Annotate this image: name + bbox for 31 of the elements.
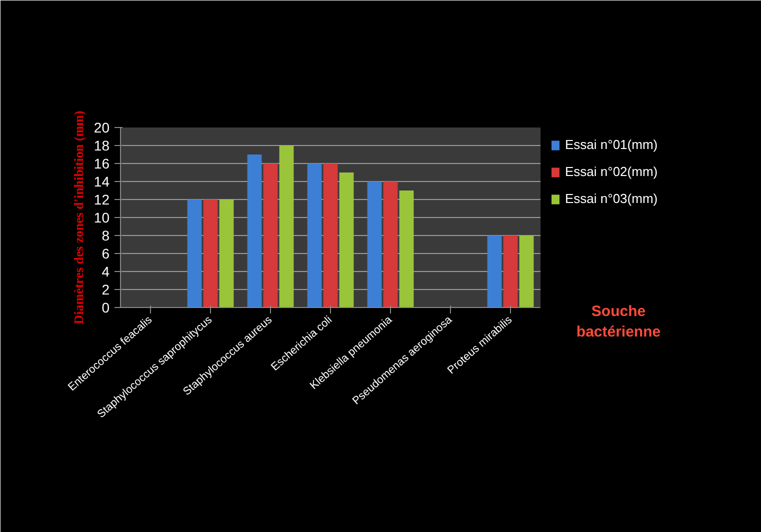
legend-label: Essai n°03(mm) (565, 191, 658, 206)
bar (323, 164, 338, 308)
y-axis-title: Diamètres des zones d'inhibition (mm) (70, 110, 86, 324)
bar (383, 182, 398, 308)
bar (219, 200, 234, 308)
y-tick-label: 20 (94, 120, 110, 136)
y-tick-label: 4 (102, 264, 110, 280)
bar (399, 190, 414, 308)
bar (503, 236, 518, 308)
bar (487, 236, 502, 308)
bar (339, 172, 354, 308)
y-tick-label: 10 (94, 210, 110, 226)
y-tick-label: 14 (94, 174, 110, 190)
legend-label: Essai n°01(mm) (565, 137, 658, 152)
bar (519, 236, 534, 308)
y-tick-label: 2 (102, 282, 110, 298)
bar (279, 146, 294, 308)
y-tick-label: 18 (94, 138, 110, 154)
y-tick-label: 12 (94, 192, 110, 208)
legend-label: Essai n°02(mm) (565, 164, 658, 179)
bar (187, 200, 202, 308)
bar (367, 182, 382, 308)
bar (203, 200, 218, 308)
y-tick-label: 0 (102, 300, 110, 316)
bar (263, 164, 278, 308)
y-tick-label: 6 (102, 246, 110, 262)
x-axis-title: Souche bactérienne (576, 303, 661, 340)
y-tick-label: 16 (94, 156, 110, 172)
bar (247, 154, 262, 308)
y-tick-label: 8 (102, 228, 110, 244)
bar (307, 164, 322, 308)
